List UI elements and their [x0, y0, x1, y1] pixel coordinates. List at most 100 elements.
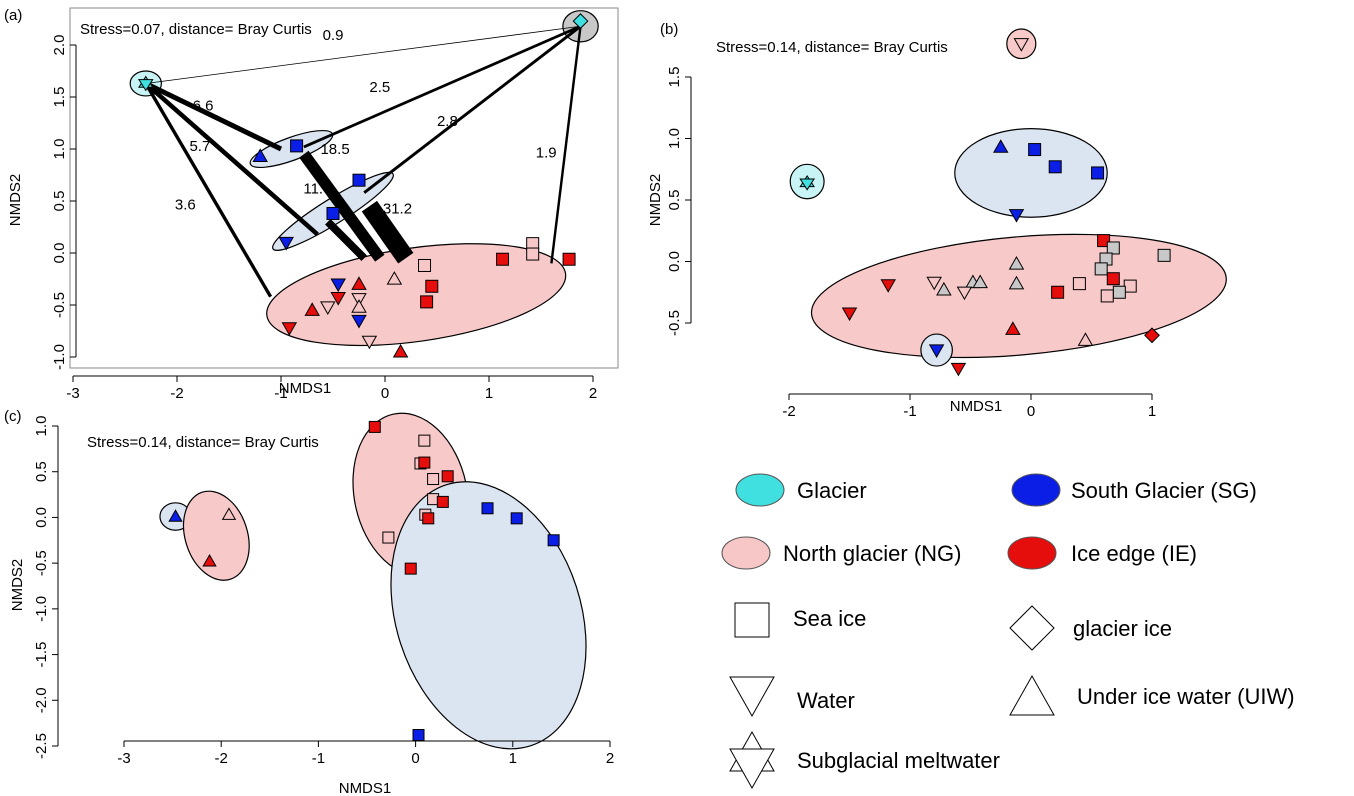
y-axis-title: NMDS2	[7, 174, 24, 227]
y-tick-label: -2.5	[33, 733, 50, 759]
edge-line-3	[144, 82, 273, 298]
data-point-square	[1123, 279, 1137, 293]
data-points	[137, 13, 589, 358]
x-tick-label: -1	[312, 750, 325, 767]
data-point-square	[420, 295, 434, 309]
data-point-down	[1008, 209, 1025, 223]
edge-line-1	[144, 81, 283, 152]
y-tick-label: 0.5	[33, 461, 50, 482]
plot-frame	[69, 7, 619, 369]
legend-swatch	[1011, 473, 1061, 507]
data-point-square	[1106, 272, 1120, 286]
y-tick-label: 0.0	[33, 507, 50, 528]
x-tick-label: 0	[411, 750, 419, 767]
y-tick-label: -0.5	[666, 310, 683, 336]
data-point-down	[841, 307, 858, 322]
legend-swatch	[1007, 536, 1057, 570]
data-point-square	[352, 173, 366, 187]
y-tick-label: 1.5	[666, 67, 683, 88]
y-tick-label: 2.0	[51, 35, 68, 56]
edge-weight-label: 0.9	[323, 27, 344, 44]
data-point-down	[330, 278, 346, 293]
legend-item: South Glacier (SG)	[1011, 473, 1257, 507]
data-point-star	[799, 174, 815, 191]
edge-line-7	[299, 150, 385, 262]
legend-label: Under ice water (UIW)	[1077, 684, 1295, 709]
legend-item: glacier ice	[1009, 605, 1172, 651]
legend-label: Subglacial meltwater	[797, 748, 1000, 773]
legend-triangle-down-icon	[729, 676, 775, 718]
data-point-square	[1106, 241, 1120, 255]
x-axis-title: NMDS1	[279, 380, 332, 397]
edge-weight-label: 5.7	[189, 138, 210, 155]
data-point-down	[928, 344, 945, 358]
data-point-square	[562, 252, 576, 266]
data-point-square	[441, 470, 454, 483]
y-tick-label: -1.5	[33, 642, 50, 668]
data-point-down	[351, 314, 367, 329]
edge-line-5	[363, 25, 582, 194]
legend-item: Sea ice	[734, 602, 866, 638]
data-point-square	[1094, 262, 1108, 276]
data-point-square	[418, 456, 431, 469]
data-point-square	[368, 420, 381, 433]
data-point-up	[386, 271, 403, 285]
edge-line-6	[550, 26, 582, 264]
legend-item: Water	[729, 676, 855, 718]
axes: -3 -2 -1 0 1 2 -1.0 -0.5 0.0 0.5 1.0 1.5 2.0	[51, 35, 597, 402]
data-point-square	[412, 729, 425, 742]
edge-weight-label: 6.6	[193, 98, 214, 115]
data-point-down	[320, 301, 336, 315]
data-point-square	[1072, 277, 1086, 291]
x-tick-label: 1	[1148, 403, 1156, 420]
legend-item: Under ice water (UIW)	[1009, 674, 1295, 716]
edge-weight-label: 2.5	[369, 79, 390, 96]
data-point-square	[290, 139, 304, 153]
y-tick-label: -1.0	[33, 596, 50, 622]
x-tick-label: 0	[1027, 403, 1035, 420]
data-point-square	[427, 473, 440, 486]
y-tick-label: 1.0	[666, 128, 683, 149]
data-point-down	[330, 292, 346, 306]
data-point-down	[926, 276, 942, 291]
data-point-down	[281, 322, 298, 336]
data-point-up	[1005, 321, 1021, 335]
star-down-triangle	[799, 178, 815, 191]
data-point-up	[304, 302, 320, 316]
data-point-square	[1091, 166, 1105, 180]
legend-triangle-up-icon	[1009, 674, 1055, 716]
ellipse-3	[390, 481, 587, 750]
data-point-square	[382, 531, 395, 544]
legend-star-down-icon	[729, 748, 775, 790]
x-tick-label: 0	[381, 385, 389, 402]
edge-line-0	[145, 25, 581, 84]
x-tick-label: -3	[66, 385, 79, 402]
x-tick-label: -2	[782, 403, 795, 420]
ellipse-2	[954, 128, 1108, 218]
data-point-square	[326, 206, 340, 220]
y-tick-label: 1.0	[33, 416, 50, 437]
group-ellipses	[789, 28, 1227, 367]
data-point-square	[496, 252, 510, 266]
data-point-square	[404, 562, 417, 575]
legend-label: South Glacier (SG)	[1071, 478, 1257, 503]
data-point-square	[1051, 285, 1065, 299]
y-tick-label: 0.5	[666, 190, 683, 211]
data-point-up	[252, 148, 268, 162]
legend-label: Glacier	[797, 478, 867, 503]
data-point-up	[351, 276, 367, 290]
legend-label: North glacier (NG)	[783, 541, 961, 566]
ellipse-1	[182, 490, 250, 581]
legend-swatch	[721, 536, 771, 570]
data-point-down	[950, 362, 967, 377]
data-point-square	[1097, 234, 1111, 248]
data-point-down	[278, 236, 294, 251]
data-point-up	[1008, 256, 1025, 270]
data-point-up	[1008, 275, 1025, 290]
x-tick-label: -2	[170, 385, 183, 402]
data-point-square	[481, 502, 494, 515]
legend: Glacier South Glacier (SG) North glacier (…	[721, 473, 1295, 790]
data-point-up	[392, 343, 409, 358]
y-axis-title: NMDS2	[9, 559, 26, 612]
